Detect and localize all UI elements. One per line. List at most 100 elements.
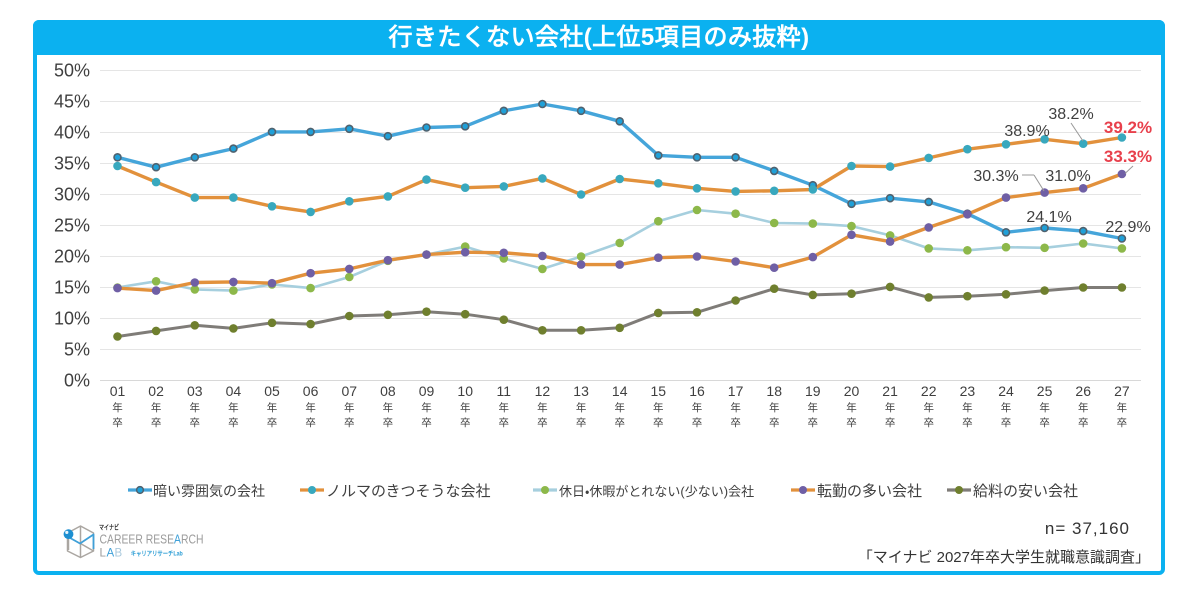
svg-text:卒: 卒 [962, 417, 973, 429]
svg-text:年: 年 [653, 401, 664, 414]
svg-text:33.3%: 33.3% [1104, 147, 1152, 166]
svg-text:年: 年 [846, 401, 857, 414]
svg-text:卒: 卒 [1117, 417, 1128, 429]
svg-text:キャリアリサーチLab: キャリアリサーチLab [131, 550, 183, 558]
svg-text:年: 年 [112, 401, 123, 414]
svg-text:CAREER RESEARCH: CAREER RESEARCH [100, 533, 204, 547]
svg-text:年: 年 [923, 401, 934, 414]
svg-text:年: 年 [962, 401, 973, 414]
svg-text:卒: 卒 [344, 417, 355, 429]
svg-text:年: 年 [885, 401, 896, 414]
svg-text:26: 26 [1075, 383, 1091, 399]
svg-text:卒: 卒 [421, 417, 432, 429]
svg-text:卒: 卒 [923, 417, 934, 429]
svg-text:07: 07 [342, 383, 358, 399]
svg-text:年: 年 [383, 401, 394, 414]
svg-text:16: 16 [689, 383, 705, 399]
svg-text:12: 12 [535, 383, 551, 399]
svg-text:24.1%: 24.1% [1026, 209, 1071, 226]
svg-text:休日・休暇がとれない(少ない)会社: 休日・休暇がとれない(少ない)会社 [559, 484, 754, 499]
svg-text:19: 19 [805, 383, 821, 399]
svg-text:13: 13 [573, 383, 589, 399]
svg-text:年: 年 [421, 401, 432, 414]
svg-text:卒: 卒 [692, 417, 703, 429]
svg-text:20%: 20% [54, 247, 90, 267]
svg-text:年: 年 [499, 401, 510, 414]
svg-text:卒: 卒 [808, 417, 819, 429]
svg-text:38.2%: 38.2% [1048, 106, 1093, 123]
svg-text:15: 15 [651, 383, 667, 399]
svg-text:卒: 卒 [305, 417, 316, 429]
svg-text:02: 02 [148, 383, 164, 399]
svg-text:14: 14 [612, 383, 628, 399]
svg-text:22.9%: 22.9% [1105, 219, 1150, 236]
svg-text:45%: 45% [54, 92, 90, 112]
svg-text:卒: 卒 [112, 417, 123, 429]
svg-text:10%: 10% [54, 309, 90, 329]
svg-text:卒: 卒 [614, 417, 625, 429]
svg-text:18: 18 [766, 383, 782, 399]
svg-text:年: 年 [267, 401, 278, 414]
svg-text:10: 10 [457, 383, 473, 399]
svg-text:卒: 卒 [383, 417, 394, 429]
svg-text:ノルマのきつそうな会社: ノルマのきつそうな会社 [326, 483, 491, 500]
svg-text:卒: 卒 [228, 417, 239, 429]
svg-text:年: 年 [769, 401, 780, 414]
svg-text:年: 年 [576, 401, 587, 414]
svg-text:22: 22 [921, 383, 937, 399]
svg-text:50%: 50% [54, 61, 90, 81]
svg-text:23: 23 [960, 383, 976, 399]
svg-text:年: 年 [692, 401, 703, 414]
svg-text:08: 08 [380, 383, 396, 399]
svg-text:卒: 卒 [537, 417, 548, 429]
svg-text:卒: 卒 [1001, 417, 1012, 429]
svg-text:年: 年 [808, 401, 819, 414]
svg-text:31.0%: 31.0% [1045, 168, 1090, 185]
svg-text:20: 20 [844, 383, 860, 399]
svg-text:年: 年 [228, 401, 239, 414]
svg-text:暗い雰囲気の会社: 暗い雰囲気の会社 [153, 483, 265, 499]
svg-text:L: L [100, 548, 107, 560]
svg-text:25: 25 [1037, 383, 1053, 399]
svg-text:年: 年 [537, 401, 548, 414]
svg-text:給料の安い会社: 給料の安い会社 [973, 483, 1078, 500]
svg-text:年: 年 [730, 401, 741, 414]
svg-text:卒: 卒 [846, 417, 857, 429]
svg-text:03: 03 [187, 383, 203, 399]
svg-text:年: 年 [614, 401, 625, 414]
svg-text:年: 年 [305, 401, 316, 414]
svg-text:39.2%: 39.2% [1104, 118, 1152, 137]
svg-text:0%: 0% [64, 371, 90, 391]
svg-text:卒: 卒 [151, 417, 162, 429]
svg-text:01: 01 [110, 383, 126, 399]
svg-text:25%: 25% [54, 216, 90, 236]
svg-text:卒: 卒 [730, 417, 741, 429]
svg-text:35%: 35% [54, 154, 90, 174]
svg-text:17: 17 [728, 383, 744, 399]
svg-text:転勤の多い会社: 転勤の多い会社 [817, 482, 922, 500]
svg-text:卒: 卒 [1078, 417, 1089, 429]
svg-text:卒: 卒 [190, 417, 201, 429]
svg-text:卒: 卒 [460, 417, 471, 429]
svg-text:21: 21 [882, 383, 898, 399]
svg-text:卒: 卒 [1039, 417, 1050, 429]
svg-text:30.3%: 30.3% [973, 168, 1018, 185]
svg-text:年: 年 [1078, 401, 1089, 414]
svg-text:24: 24 [998, 383, 1014, 399]
svg-text:卒: 卒 [653, 417, 664, 429]
svg-text:40%: 40% [54, 123, 90, 143]
svg-text:06: 06 [303, 383, 319, 399]
svg-text:卒: 卒 [576, 417, 587, 429]
svg-text:卒: 卒 [499, 417, 510, 429]
svg-text:卒: 卒 [267, 417, 278, 429]
svg-text:11: 11 [497, 383, 512, 399]
svg-text:04: 04 [226, 383, 242, 399]
svg-text:30%: 30% [54, 185, 90, 205]
svg-text:年: 年 [460, 401, 471, 414]
svg-text:27: 27 [1114, 383, 1130, 399]
svg-text:38.9%: 38.9% [1004, 123, 1049, 140]
svg-text:年: 年 [1117, 401, 1128, 414]
svg-text:年: 年 [1039, 401, 1050, 414]
svg-text:卒: 卒 [769, 417, 780, 429]
svg-text:卒: 卒 [885, 417, 896, 429]
